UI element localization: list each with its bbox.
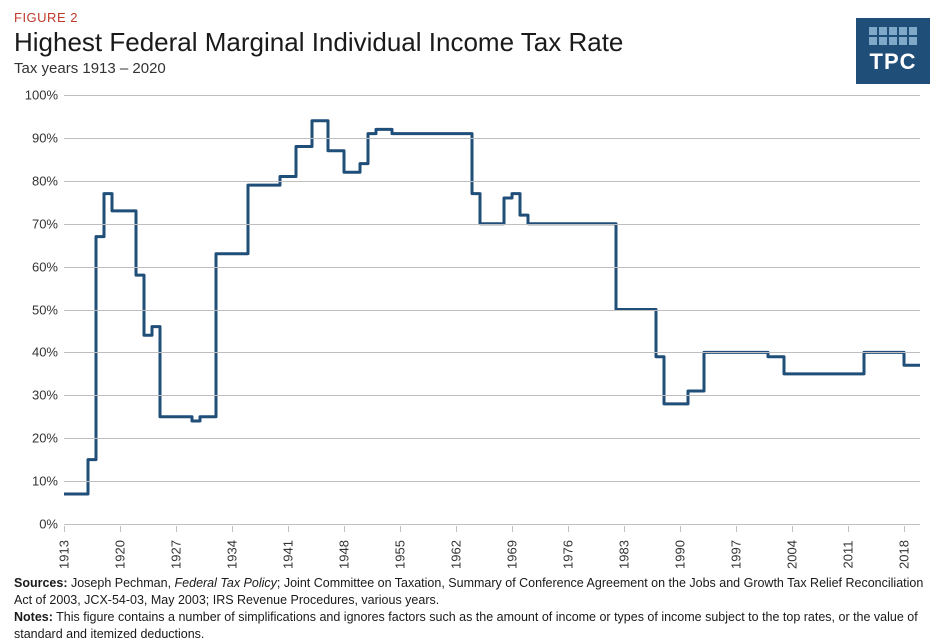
- x-tick: [64, 526, 65, 532]
- y-axis-label: 40%: [18, 345, 58, 360]
- subtitle: Tax years 1913 – 2020: [14, 60, 930, 77]
- x-tick: [456, 526, 457, 532]
- grid-line: [64, 181, 920, 182]
- grid-line: [64, 138, 920, 139]
- x-axis-label: 1976: [561, 540, 576, 569]
- x-axis-label: 1941: [281, 540, 296, 569]
- tpc-logo: TPC: [856, 18, 930, 84]
- y-axis-label: 80%: [18, 173, 58, 188]
- grid-line: [64, 95, 920, 96]
- x-axis-label: 1997: [729, 540, 744, 569]
- x-axis-label: 1983: [617, 540, 632, 569]
- grid-line: [64, 481, 920, 482]
- x-axis-label: 2011: [841, 541, 856, 569]
- y-axis-label: 0%: [18, 517, 58, 532]
- sources-label: Sources:: [14, 576, 68, 590]
- y-axis-label: 90%: [18, 130, 58, 145]
- logo-text: TPC: [870, 49, 917, 75]
- x-axis-label: 1927: [169, 540, 184, 569]
- x-axis-label: 1955: [393, 540, 408, 569]
- logo-grid-icon: [869, 27, 917, 45]
- page-title: Highest Federal Marginal Individual Inco…: [14, 27, 930, 58]
- grid-line: [64, 395, 920, 396]
- y-axis-label: 100%: [18, 88, 58, 103]
- x-tick: [568, 526, 569, 532]
- grid-line: [64, 438, 920, 439]
- x-tick: [400, 526, 401, 532]
- y-axis-label: 30%: [18, 388, 58, 403]
- notes-text: This figure contains a number of simplif…: [14, 610, 918, 641]
- chart-container: 0%10%20%30%40%50%60%70%80%90%100%1913192…: [14, 95, 930, 565]
- x-tick: [232, 526, 233, 532]
- plot-area: 0%10%20%30%40%50%60%70%80%90%100%1913192…: [64, 95, 920, 525]
- y-axis-label: 20%: [18, 431, 58, 446]
- grid-line: [64, 224, 920, 225]
- figure-label: FIGURE 2: [14, 10, 930, 25]
- x-tick: [848, 526, 849, 532]
- x-tick: [792, 526, 793, 532]
- footnotes: Sources: Joseph Pechman, Federal Tax Pol…: [14, 575, 930, 643]
- y-axis-label: 10%: [18, 474, 58, 489]
- x-tick: [288, 526, 289, 532]
- x-axis-label: 1948: [337, 540, 352, 569]
- grid-line: [64, 267, 920, 268]
- x-axis-label: 1920: [113, 540, 128, 569]
- x-axis-label: 1962: [449, 540, 464, 569]
- notes-label: Notes:: [14, 610, 53, 624]
- x-tick: [680, 526, 681, 532]
- x-axis-label: 1913: [57, 540, 72, 569]
- grid-line: [64, 310, 920, 311]
- x-axis-label: 1934: [225, 540, 240, 569]
- x-axis-label: 2004: [785, 540, 800, 569]
- x-tick: [512, 526, 513, 532]
- x-tick: [624, 526, 625, 532]
- x-tick: [176, 526, 177, 532]
- x-axis-label: 1969: [505, 540, 520, 569]
- x-axis-label: 2018: [897, 540, 912, 569]
- sources-text-1: Joseph Pechman,: [71, 576, 175, 590]
- x-tick: [904, 526, 905, 532]
- y-axis-label: 60%: [18, 259, 58, 274]
- x-axis-label: 1990: [673, 540, 688, 569]
- x-tick: [344, 526, 345, 532]
- x-tick: [736, 526, 737, 532]
- x-tick: [120, 526, 121, 532]
- y-axis-label: 70%: [18, 216, 58, 231]
- sources-text-italic: Federal Tax Policy: [175, 576, 277, 590]
- grid-line: [64, 352, 920, 353]
- y-axis-label: 50%: [18, 302, 58, 317]
